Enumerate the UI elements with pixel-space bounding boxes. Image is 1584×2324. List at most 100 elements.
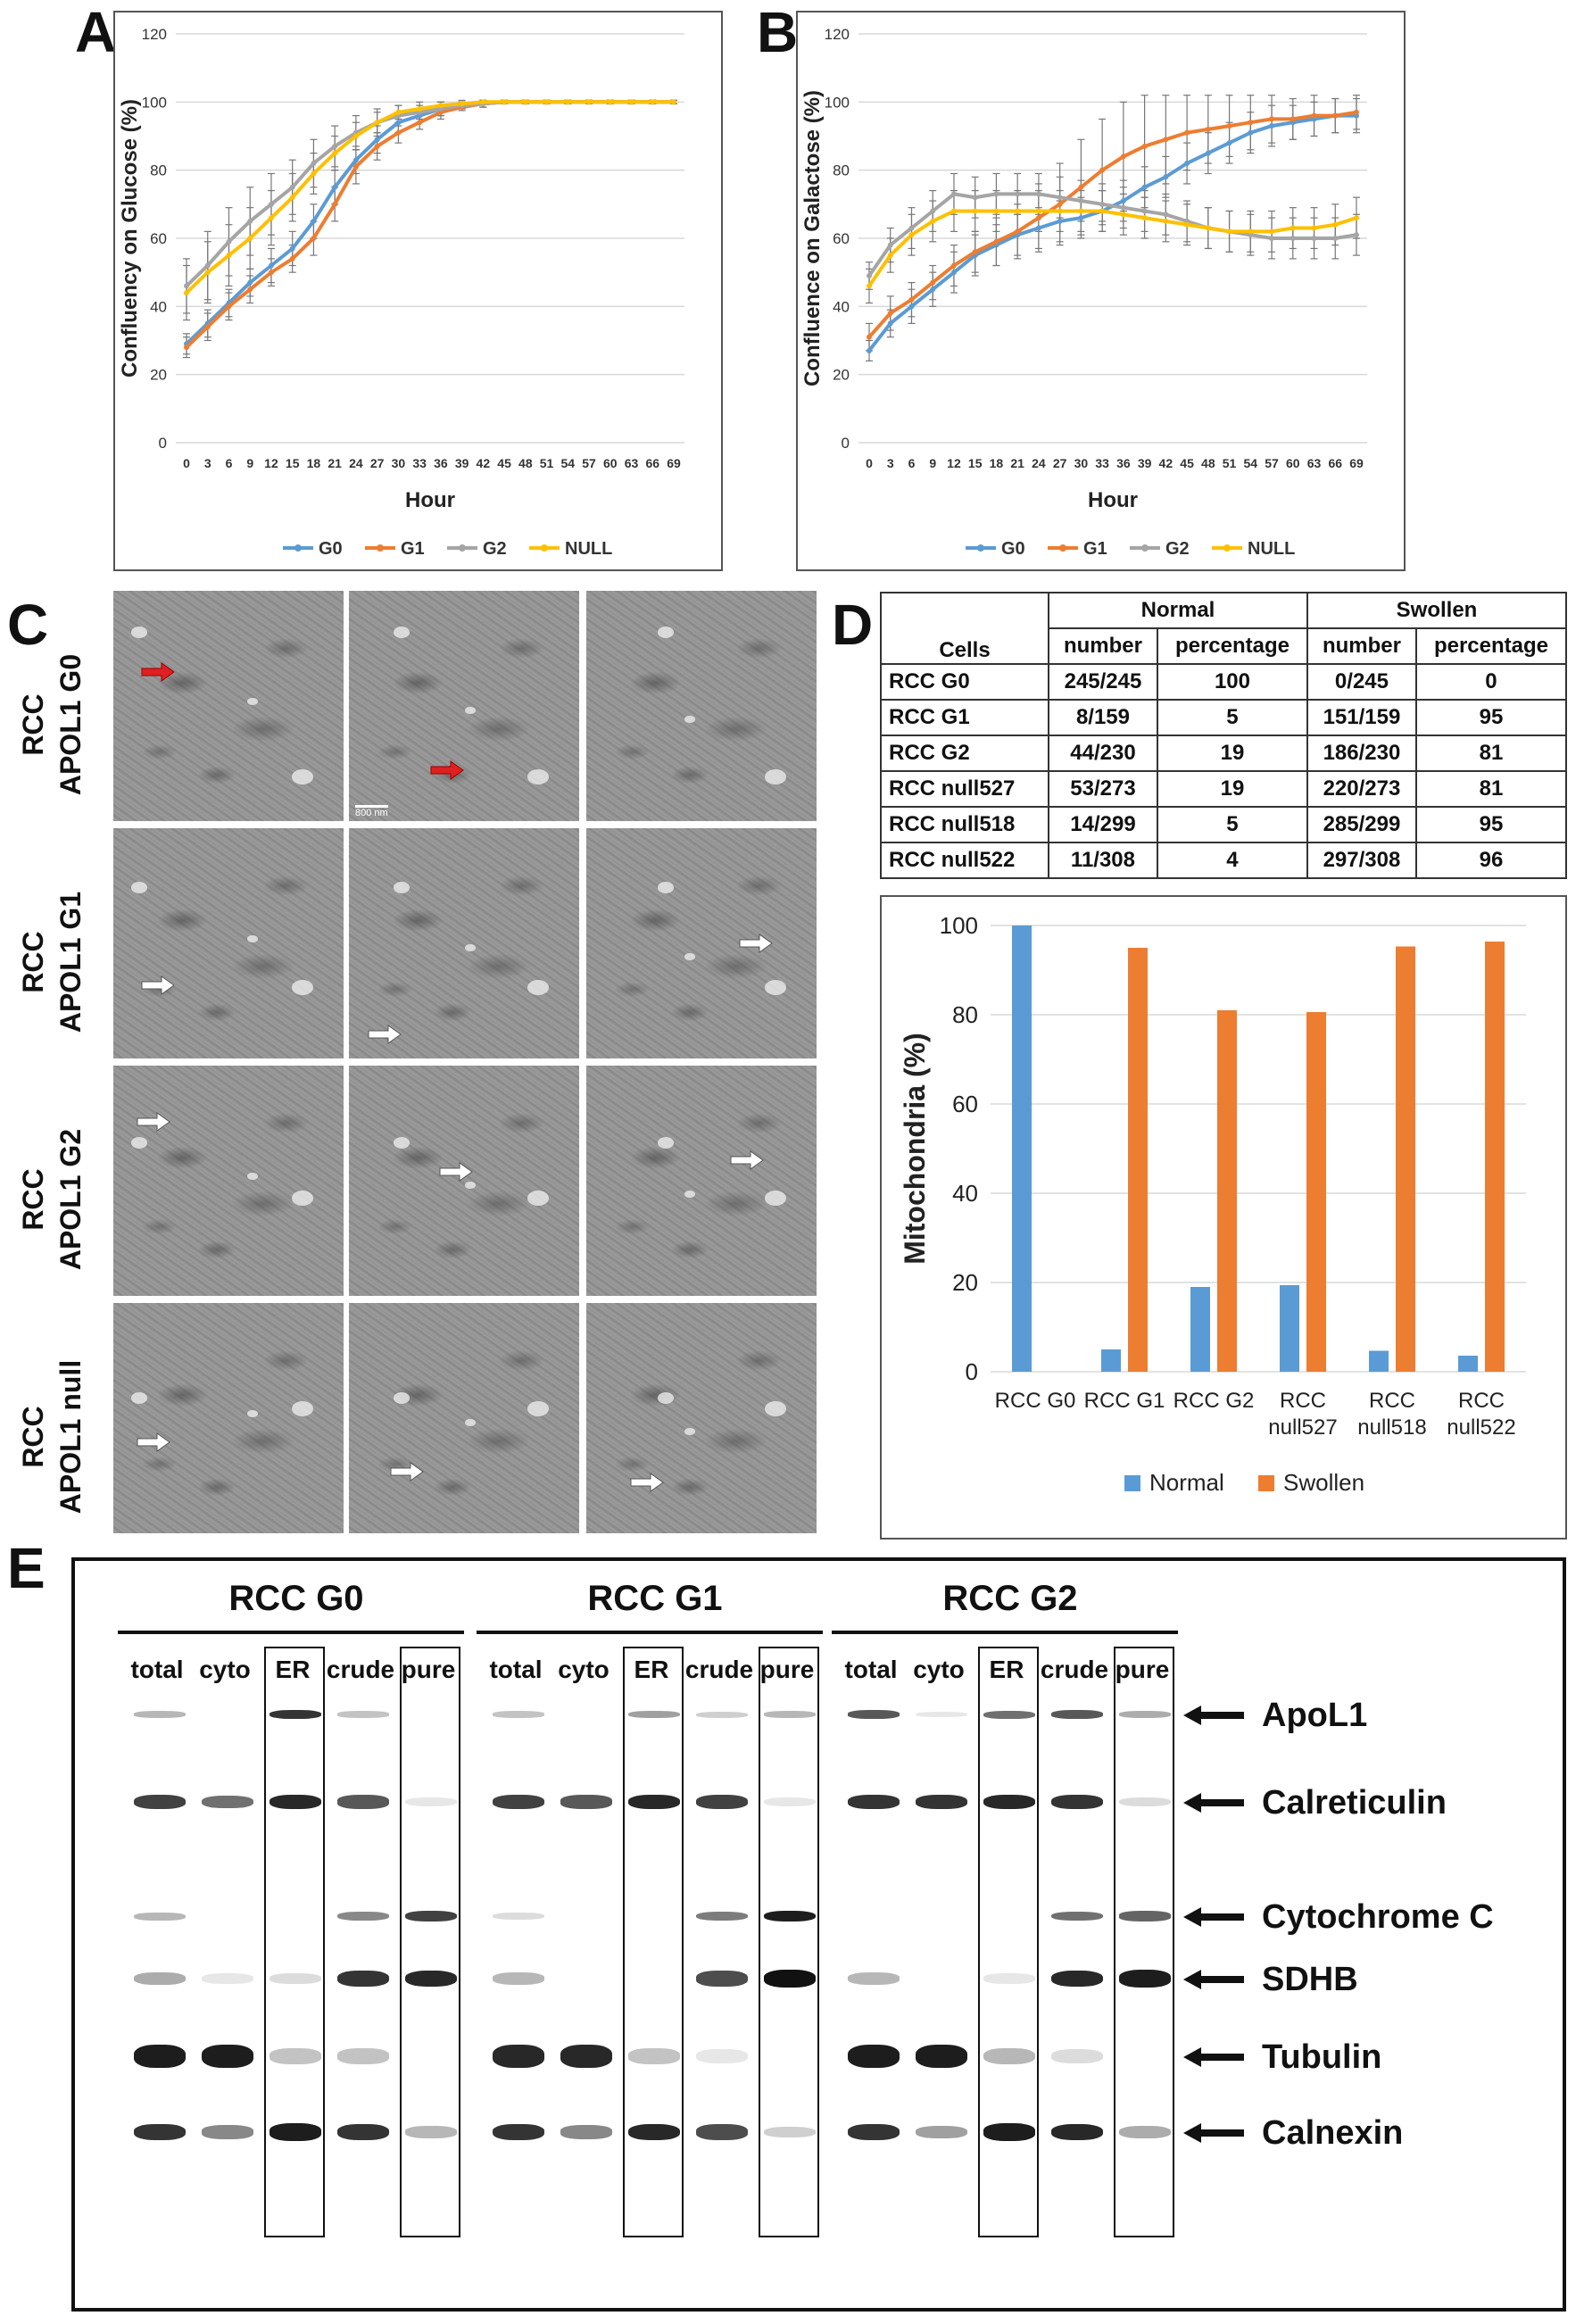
data-point xyxy=(1332,221,1339,228)
blot-band xyxy=(493,1711,544,1718)
legend-marker xyxy=(541,544,548,552)
chart-a-frame: 0 20 40 60 80 100 120 0 3 6 9 12 15 18 21 24 27 30 33 36 39 4… xyxy=(113,11,723,571)
blot-band xyxy=(405,1911,457,1921)
data-point xyxy=(1078,184,1084,190)
legend-label: NULL xyxy=(565,539,612,559)
bar-normal xyxy=(1369,1350,1389,1372)
blot-group-label: RCC G0 xyxy=(228,1579,364,1618)
em-micrograph xyxy=(113,591,344,821)
table-cell: 0 xyxy=(1414,663,1568,701)
blot-band xyxy=(202,2045,253,2068)
vacuole xyxy=(658,1137,674,1149)
blot-band xyxy=(628,1711,680,1718)
blot-band xyxy=(628,1794,680,1810)
vacuole xyxy=(131,1392,147,1404)
x-tick-label: 39 xyxy=(1138,456,1152,470)
data-point xyxy=(204,324,211,330)
table-header-normal: Normal xyxy=(1048,592,1308,629)
table-cell: 285/299 xyxy=(1306,806,1417,843)
data-point xyxy=(1099,201,1106,207)
blot-band xyxy=(337,1711,389,1718)
em-micrograph xyxy=(113,828,344,1058)
x-axis-label: Hour xyxy=(1088,488,1138,512)
blot-band xyxy=(270,2048,321,2064)
blot-area: RCC G0 total cyto ER crude pure RCC G1 total cyt… xyxy=(75,1561,1563,2308)
blot-band xyxy=(983,1973,1035,1984)
data-point xyxy=(565,99,571,105)
em-micrograph xyxy=(586,591,817,821)
data-point xyxy=(332,184,338,190)
arrow-shape xyxy=(1183,2123,1244,2143)
white-arrow-icon xyxy=(739,934,773,953)
legend-label: G0 xyxy=(1001,539,1025,559)
table-cell: RCC null527 xyxy=(880,770,1049,808)
em-row-label-g1: RCC APOL1 G1 xyxy=(17,891,87,1033)
bar-normal xyxy=(1458,1356,1478,1372)
data-point xyxy=(1015,228,1021,235)
data-point xyxy=(332,201,338,207)
x-tick-label: 48 xyxy=(518,456,533,470)
series-line-g0 xyxy=(867,113,1356,353)
series-line-g2 xyxy=(185,100,674,287)
arrow-shape xyxy=(439,1162,473,1182)
em-micrograph xyxy=(349,1066,579,1296)
table-row: RCC null527 53/273 19 220/273 81 xyxy=(880,770,1568,808)
group-underline xyxy=(118,1631,464,1634)
arrow-shape xyxy=(739,934,773,953)
blot-band xyxy=(983,1794,1035,1810)
blot-band xyxy=(1051,1970,1103,1988)
y-tick-label: 80 xyxy=(833,162,850,179)
table-subheader: number xyxy=(1306,627,1417,665)
data-point xyxy=(395,120,402,126)
x-tick-label: 15 xyxy=(968,456,983,470)
x-tick-label: 9 xyxy=(246,456,253,470)
data-point xyxy=(247,286,253,293)
lane-label: cyto xyxy=(199,1656,251,1683)
y-tick-label: 60 xyxy=(833,230,850,247)
x-tick-label: 45 xyxy=(497,456,511,470)
x-tick-label: 12 xyxy=(947,456,961,470)
data-point xyxy=(1354,215,1359,221)
vacuole xyxy=(292,980,313,995)
vacuole xyxy=(247,1410,258,1418)
data-point xyxy=(311,161,317,167)
em-panel: RCC APOL1 G0 RCC APOL1 G1 RCC APOL1 G2 R… xyxy=(0,589,830,1546)
legend-swatch xyxy=(1258,1475,1274,1491)
lane-label: ER xyxy=(989,1656,1024,1683)
x-tick-label: null522 xyxy=(1447,1415,1515,1440)
data-point xyxy=(908,303,915,310)
data-point xyxy=(607,99,613,105)
data-point xyxy=(311,170,317,177)
em-micrograph xyxy=(349,828,579,1058)
lane-highlight-box xyxy=(978,1647,1039,2237)
data-point xyxy=(1332,112,1339,119)
white-arrow-icon xyxy=(390,1462,424,1482)
data-point xyxy=(1311,112,1317,119)
white-arrow-icon xyxy=(137,1112,170,1132)
table-cell: 44/230 xyxy=(1048,735,1158,772)
data-point xyxy=(1078,215,1084,221)
data-point xyxy=(993,191,999,197)
table-cell: 95 xyxy=(1414,699,1568,736)
lane-highlight-box xyxy=(400,1647,460,2237)
data-point xyxy=(1057,201,1063,207)
blot-band xyxy=(848,1972,900,1985)
data-point xyxy=(908,296,915,303)
data-point xyxy=(1163,218,1169,224)
panel-label-d: D xyxy=(832,593,874,657)
bar-swollen xyxy=(1128,948,1148,1372)
legend-marker xyxy=(977,544,984,552)
blot-band xyxy=(202,1795,253,1809)
x-tick-label: 21 xyxy=(328,456,342,470)
scale-bar: 800 nm xyxy=(355,805,388,818)
y-tick-label: 100 xyxy=(825,94,850,111)
blot-band xyxy=(134,2045,186,2068)
table-cell: 95 xyxy=(1414,806,1568,843)
blot-band xyxy=(202,1973,253,1984)
vacuole xyxy=(394,1392,410,1404)
lane-label: total xyxy=(130,1656,184,1683)
data-point xyxy=(671,99,676,105)
blot-band xyxy=(848,1794,900,1810)
x-tick-label: 30 xyxy=(1074,456,1089,470)
vacuole xyxy=(247,698,258,706)
